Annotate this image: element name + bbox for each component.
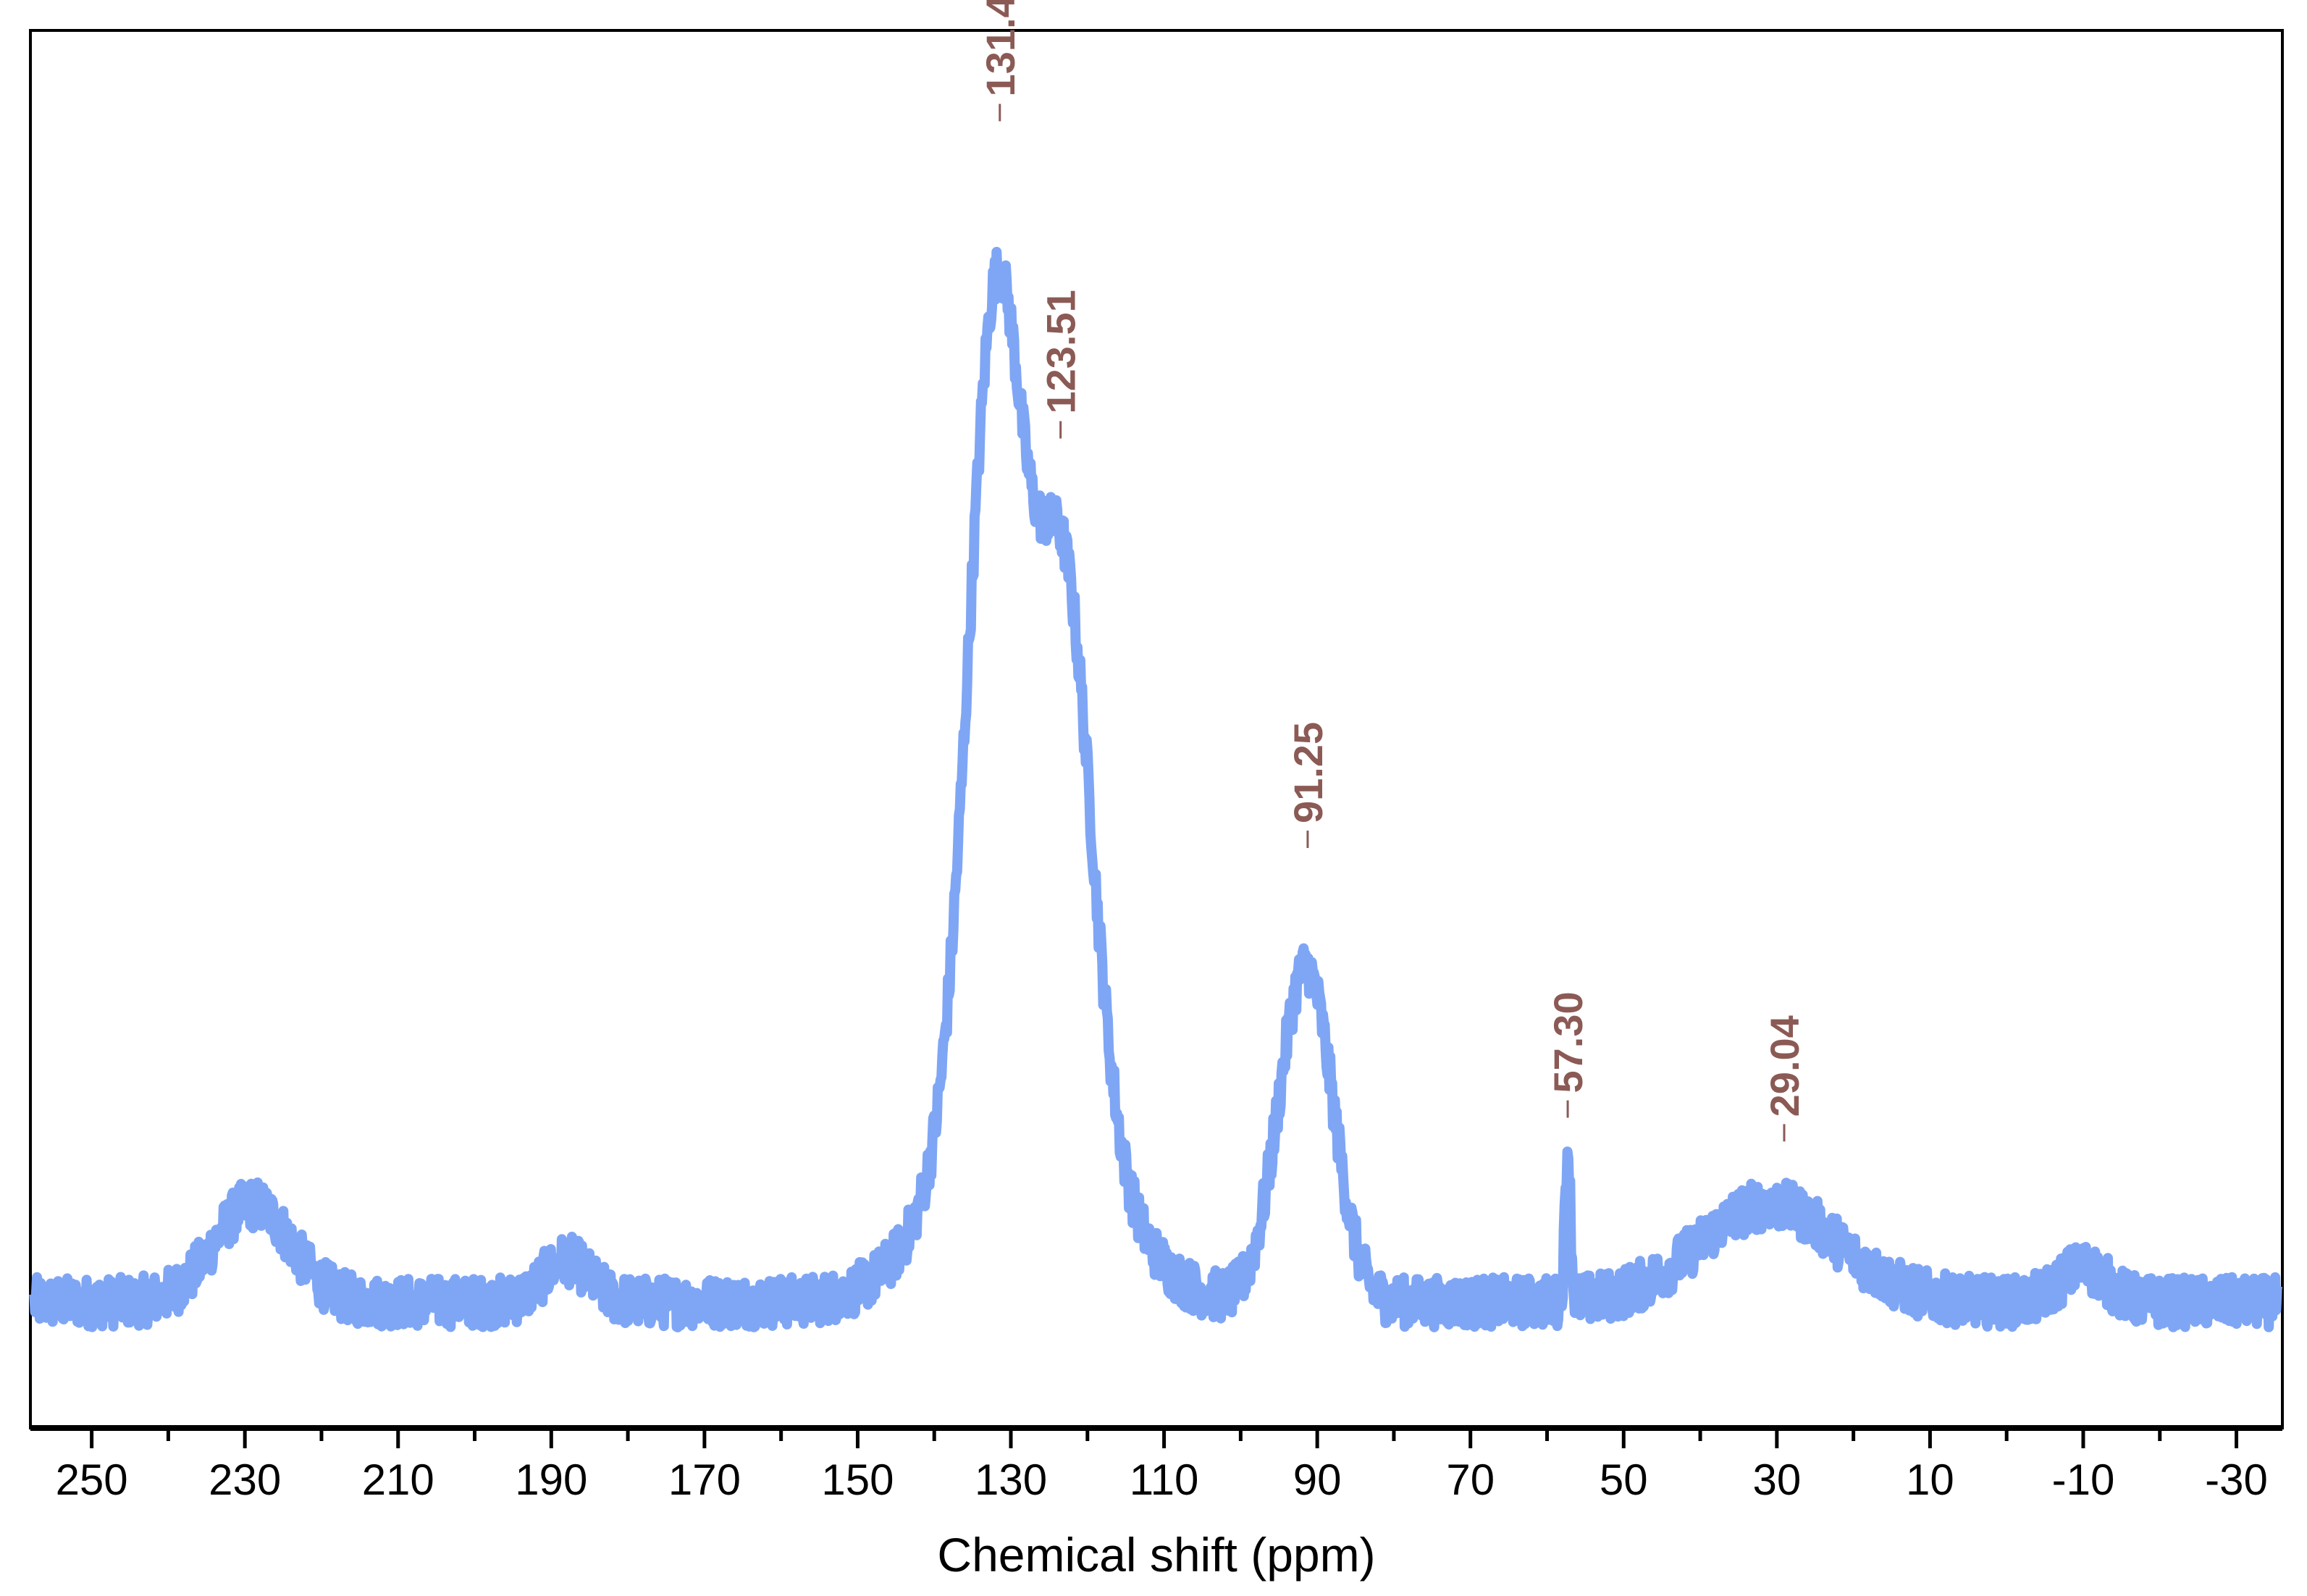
x-axis-tick-labels: 250 230 210 190 170 150 130 110 90 70 50 30 10 -10 -30 xyxy=(56,1456,2268,1504)
x-tick-label: 10 xyxy=(1906,1456,1954,1504)
peak-label: 123.51 xyxy=(1038,290,1084,413)
x-axis-ticks xyxy=(90,1428,2239,1448)
x-tick-label: 50 xyxy=(1600,1456,1648,1504)
peak-label: 131.44 xyxy=(978,0,1023,96)
spectrum-line xyxy=(29,246,2283,1332)
x-tick-label: 170 xyxy=(668,1456,741,1504)
x-tick-label: -30 xyxy=(2205,1456,2268,1504)
x-tick-label: 110 xyxy=(1130,1456,1199,1504)
x-tick-label: 150 xyxy=(821,1456,894,1504)
plot-frame xyxy=(29,29,2284,1429)
x-axis-title: Chemical shift (ppm) xyxy=(937,1528,1375,1582)
x-tick-label: 130 xyxy=(975,1456,1047,1504)
x-tick-label: 70 xyxy=(1446,1456,1495,1504)
peak-label: 29.04 xyxy=(1762,1015,1807,1117)
x-tick-label: 250 xyxy=(56,1456,128,1504)
peak-label: 91.25 xyxy=(1285,722,1331,823)
x-tick-label: 190 xyxy=(515,1456,587,1504)
x-tick-label: 230 xyxy=(209,1456,281,1504)
x-tick-label: 90 xyxy=(1293,1456,1342,1504)
x-tick-label: -10 xyxy=(2052,1456,2115,1504)
peak-labels: 131.44 123.51 91.25 57.30 29.04 xyxy=(978,0,1807,1142)
x-tick-label: 210 xyxy=(362,1456,434,1504)
x-tick-label: 30 xyxy=(1752,1456,1801,1504)
peak-label: 57.30 xyxy=(1545,991,1591,1093)
